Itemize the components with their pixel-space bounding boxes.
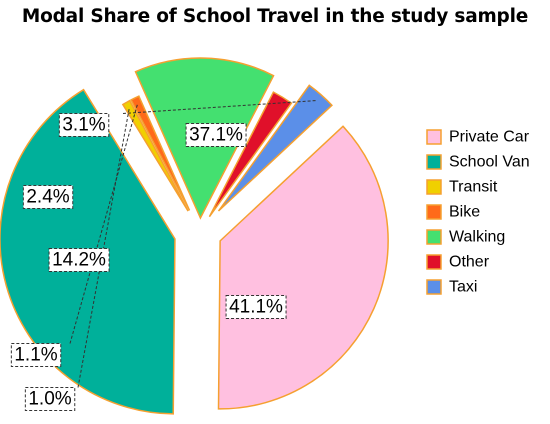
leader-line-transit [77, 107, 130, 388]
legend-label-private-car: Private Car [449, 129, 530, 146]
legend-swatch-transit [426, 179, 442, 195]
legend-label-walking: Walking [449, 229, 505, 246]
data-label-other: 2.4% [22, 185, 74, 209]
legend-swatch-bike [426, 204, 442, 220]
data-label-bike: 1.1% [10, 343, 62, 367]
legend-label-transit: Transit [449, 179, 498, 196]
svg-text:3.1%: 3.1% [62, 115, 105, 136]
legend-swatch-taxi [426, 279, 442, 295]
svg-text:14.2%: 14.2% [52, 250, 106, 271]
legend-item-private-car: Private Car [426, 129, 530, 146]
pie-slice-bike [130, 95, 191, 211]
legend-item-bike: Bike [426, 204, 480, 221]
svg-text:1.1%: 1.1% [14, 345, 57, 366]
legend-label-taxi: Taxi [449, 279, 477, 296]
svg-text:2.4%: 2.4% [26, 187, 69, 208]
legend-item-other: Other [426, 254, 490, 271]
legend-item-school-van: School Van [426, 154, 530, 171]
data-label-school-van: 41.1% [225, 295, 287, 319]
legend-swatch-school-van [426, 154, 442, 170]
legend-label-school-van: School Van [449, 154, 530, 171]
pie-slice-taxi [217, 84, 333, 212]
svg-text:37.1%: 37.1% [189, 125, 243, 146]
leader-line-taxi [122, 100, 316, 114]
pie-labels: 37.1% 41.1% 1.0% 1.1% 14.2% 2.4% 3.1% [10, 100, 316, 411]
legend-item-taxi: Taxi [426, 279, 477, 296]
pie-slice-transit [121, 99, 189, 212]
pie-slice-other [208, 91, 293, 218]
pie-slice-private-car [217, 125, 389, 410]
svg-text:41.1%: 41.1% [229, 297, 283, 318]
data-label-taxi: 3.1% [58, 113, 110, 137]
legend-item-walking: Walking [426, 229, 505, 246]
legend-swatch-walking [426, 229, 442, 245]
legend-swatch-private-car [426, 129, 442, 145]
data-label-transit: 1.0% [24, 387, 76, 411]
legend-label-bike: Bike [449, 204, 480, 221]
chart-title: Modal Share of School Travel in the stud… [21, 6, 529, 27]
legend-label-other: Other [449, 254, 490, 271]
data-label-walking: 14.2% [48, 248, 110, 272]
legend-item-transit: Transit [426, 179, 498, 196]
legend-swatch-other [426, 254, 442, 270]
leader-line-bike [69, 103, 139, 344]
legend: Private Car School Van Transit Bike Walking O… [426, 129, 530, 296]
svg-text:1.0%: 1.0% [28, 389, 71, 410]
data-label-private-car: 37.1% [185, 123, 247, 147]
